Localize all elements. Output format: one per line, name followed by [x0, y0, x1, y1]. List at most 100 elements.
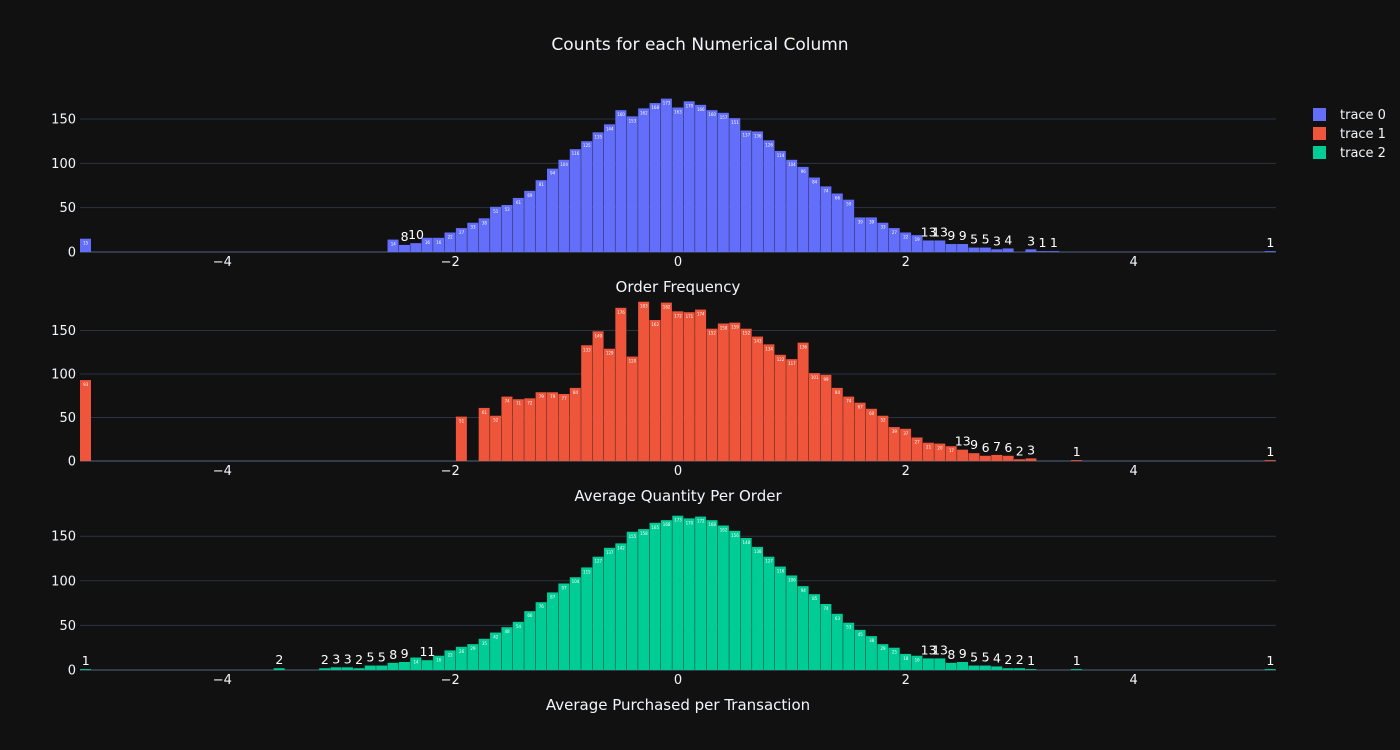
- histogram-bar[interactable]: [831, 387, 843, 461]
- histogram-bar[interactable]: [581, 141, 593, 252]
- histogram-bar[interactable]: [376, 665, 388, 670]
- histogram-bar[interactable]: [1014, 668, 1026, 670]
- histogram-bar[interactable]: [398, 244, 410, 252]
- histogram-bar[interactable]: [740, 130, 752, 252]
- histogram-bar[interactable]: [991, 666, 1003, 670]
- histogram-bar[interactable]: [501, 627, 513, 670]
- histogram-bar[interactable]: [900, 232, 912, 252]
- histogram-bar[interactable]: [660, 520, 672, 670]
- histogram-bar[interactable]: [706, 110, 718, 252]
- histogram-bar[interactable]: [763, 556, 775, 670]
- histogram-bar[interactable]: [592, 331, 604, 461]
- histogram-bar[interactable]: [843, 199, 855, 252]
- histogram-bar[interactable]: [581, 345, 593, 461]
- histogram-bar[interactable]: [797, 342, 809, 461]
- histogram-bar[interactable]: [854, 217, 866, 252]
- histogram-bar[interactable]: [626, 116, 638, 252]
- histogram-bar[interactable]: [603, 124, 615, 252]
- histogram-bar[interactable]: [455, 416, 467, 461]
- histogram-bar[interactable]: [273, 668, 285, 670]
- histogram-bar[interactable]: [569, 577, 581, 670]
- histogram-bar[interactable]: [1002, 668, 1014, 670]
- histogram-bar[interactable]: [512, 621, 524, 670]
- histogram-bar[interactable]: [330, 667, 342, 670]
- histogram-bar[interactable]: [957, 449, 969, 461]
- histogram-bar[interactable]: [991, 454, 1003, 461]
- histogram-bar[interactable]: [979, 455, 991, 461]
- histogram-bar[interactable]: [945, 446, 957, 461]
- histogram-bar[interactable]: [1264, 251, 1276, 252]
- histogram-bar[interactable]: [455, 228, 467, 252]
- histogram-bar[interactable]: [831, 613, 843, 670]
- histogram-bar[interactable]: [774, 566, 786, 670]
- histogram-bar[interactable]: [683, 101, 695, 252]
- histogram-bar[interactable]: [410, 657, 422, 670]
- histogram-bar[interactable]: [706, 328, 718, 461]
- legend-item-trace-2[interactable]: trace 2: [1313, 146, 1386, 161]
- histogram-bar[interactable]: [877, 644, 889, 670]
- histogram-bar[interactable]: [1014, 459, 1026, 461]
- histogram-bar[interactable]: [626, 531, 638, 670]
- histogram-bar[interactable]: [1002, 248, 1014, 252]
- histogram-bar[interactable]: [900, 653, 912, 670]
- histogram-bar[interactable]: [558, 159, 570, 252]
- histogram-bar[interactable]: [615, 110, 627, 252]
- histogram-bar[interactable]: [683, 518, 695, 670]
- histogram-bar[interactable]: [387, 239, 399, 252]
- histogram-bar[interactable]: [957, 244, 969, 252]
- histogram-bar[interactable]: [478, 218, 490, 252]
- histogram-bar[interactable]: [854, 629, 866, 670]
- histogram-bar[interactable]: [558, 393, 570, 461]
- histogram-bar[interactable]: [569, 149, 581, 252]
- histogram-bar[interactable]: [581, 567, 593, 670]
- histogram-bar[interactable]: [512, 197, 524, 252]
- legend-item-trace-1[interactable]: trace 1: [1313, 127, 1386, 142]
- histogram-bar[interactable]: [649, 103, 661, 252]
- histogram-bar[interactable]: [603, 547, 615, 670]
- histogram-bar[interactable]: [478, 407, 490, 461]
- histogram-bar[interactable]: [854, 402, 866, 461]
- histogram-bar[interactable]: [524, 190, 536, 252]
- histogram-bar[interactable]: [888, 228, 900, 252]
- histogram-bar[interactable]: [80, 380, 91, 461]
- histogram-bar[interactable]: [934, 240, 946, 252]
- histogram-bar[interactable]: [968, 453, 980, 461]
- histogram-bar[interactable]: [843, 622, 855, 670]
- histogram-bar[interactable]: [763, 140, 775, 252]
- histogram-bar[interactable]: [877, 222, 889, 252]
- histogram-bar[interactable]: [433, 655, 445, 670]
- histogram-bar[interactable]: [774, 150, 786, 252]
- histogram-bar[interactable]: [467, 644, 479, 670]
- histogram-bar[interactable]: [353, 668, 365, 670]
- histogram-bar[interactable]: [672, 311, 684, 461]
- histogram-bar[interactable]: [80, 238, 91, 252]
- histogram-bar[interactable]: [364, 665, 376, 670]
- histogram-bar[interactable]: [865, 217, 877, 252]
- histogram-bar[interactable]: [558, 583, 570, 670]
- histogram-bar[interactable]: [467, 222, 479, 252]
- histogram-bar[interactable]: [740, 538, 752, 670]
- histogram-bar[interactable]: [786, 575, 798, 670]
- histogram-bar[interactable]: [1048, 251, 1060, 252]
- histogram-bar[interactable]: [945, 244, 957, 252]
- histogram-bar[interactable]: [968, 665, 980, 670]
- histogram-bar[interactable]: [615, 543, 627, 670]
- legend[interactable]: trace 0 trace 1 trace 2: [1313, 108, 1386, 161]
- histogram-bar[interactable]: [603, 348, 615, 461]
- histogram-bar[interactable]: [717, 525, 729, 670]
- histogram-bar[interactable]: [547, 168, 558, 252]
- histogram-bar[interactable]: [524, 611, 536, 670]
- histogram-bar[interactable]: [501, 396, 513, 461]
- histogram-bar[interactable]: [695, 516, 707, 670]
- histogram-bar[interactable]: [717, 112, 729, 252]
- histogram-bar[interactable]: [490, 206, 502, 252]
- histogram-bar[interactable]: [695, 104, 707, 252]
- histogram-bar[interactable]: [660, 98, 672, 252]
- histogram-bar[interactable]: [945, 662, 957, 670]
- histogram-bar[interactable]: [968, 247, 980, 252]
- histogram-bar[interactable]: [501, 205, 513, 252]
- histogram-bar[interactable]: [911, 655, 923, 670]
- histogram-bar[interactable]: [490, 632, 502, 670]
- histogram-bar[interactable]: [820, 604, 832, 670]
- histogram-bar[interactable]: [900, 428, 912, 461]
